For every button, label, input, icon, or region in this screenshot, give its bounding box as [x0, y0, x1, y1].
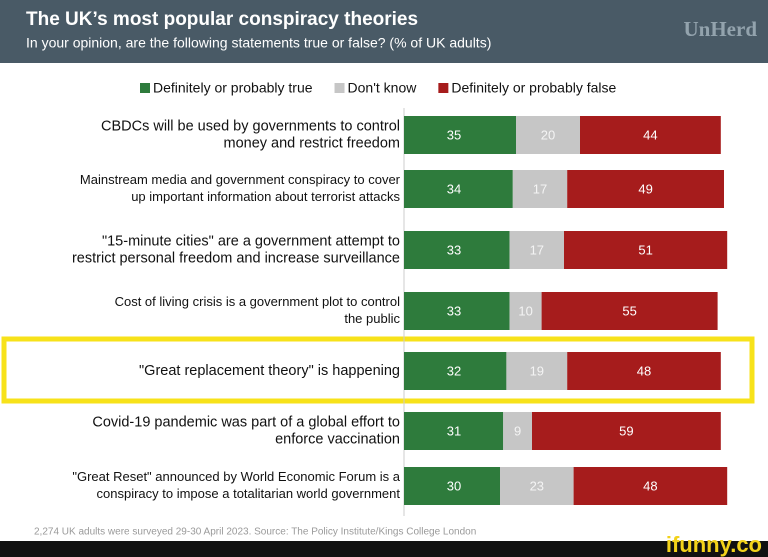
value-label: 33	[447, 303, 461, 318]
bar-segment	[532, 412, 721, 450]
value-label: 34	[447, 181, 461, 196]
bar-segment	[404, 412, 504, 450]
bar-segment	[516, 116, 580, 154]
bar-segment	[404, 116, 516, 154]
value-label: 51	[638, 242, 652, 257]
value-label: 17	[530, 242, 544, 257]
bar-segment	[580, 116, 721, 154]
category-label: Covid-19 pandemic was part of a global e…	[92, 414, 400, 430]
value-label: 20	[541, 127, 555, 142]
value-label: 49	[638, 181, 652, 196]
legend-swatch	[140, 83, 150, 93]
bar-segment	[567, 352, 721, 390]
legend-swatch	[438, 83, 449, 93]
category-label: money and restrict freedom	[224, 135, 401, 151]
value-label: 32	[447, 363, 461, 378]
category-label: "15-minute cities" are a government atte…	[102, 233, 400, 249]
bar-segment	[404, 292, 510, 330]
bar-segment	[404, 170, 513, 208]
legend-label: Don't know	[348, 80, 418, 96]
highlight-box	[1, 336, 755, 404]
value-label: 31	[447, 423, 461, 438]
value-label: 59	[619, 423, 633, 438]
category-label: "Great Reset" announced by World Economi…	[72, 469, 400, 484]
source-note: 2,274 UK adults were surveyed 29-30 Apri…	[34, 527, 476, 538]
value-label: 35	[447, 127, 461, 142]
category-label: enforce vaccination	[275, 431, 400, 447]
header-band	[0, 0, 768, 63]
bar-segment	[509, 292, 542, 330]
value-label: 19	[530, 363, 544, 378]
category-label: conspiracy to impose a totalitarian worl…	[97, 486, 401, 501]
chart-title: The UK’s most popular conspiracy theorie…	[26, 9, 418, 30]
chart-subtitle: In your opinion, are the following state…	[26, 35, 491, 51]
category-label: CBDCs will be used by governments to con…	[101, 118, 400, 134]
legend-label: Definitely or probably false	[451, 80, 616, 96]
category-label: Cost of living crisis is a government pl…	[115, 294, 401, 309]
value-label: 10	[518, 303, 532, 318]
legend-swatch	[334, 83, 345, 93]
bar-segment	[564, 231, 728, 269]
value-label: 48	[637, 363, 651, 378]
bar-segment	[509, 231, 564, 269]
value-label: 23	[530, 478, 544, 493]
category-label: Mainstream media and government conspira…	[80, 172, 401, 187]
watermark-band	[0, 541, 768, 557]
value-label: 9	[514, 423, 521, 438]
category-label: "Great replacement theory" is happening	[139, 363, 400, 379]
category-label: restrict personal freedom and increase s…	[72, 250, 400, 266]
bar-segment	[500, 467, 574, 505]
value-label: 48	[643, 478, 657, 493]
bar-segment	[404, 467, 500, 505]
bar-segment	[512, 170, 568, 208]
bar-segment	[573, 467, 728, 505]
bar-segment	[541, 292, 718, 330]
brand-logo: UnHerd	[684, 17, 758, 41]
bar-segment	[503, 412, 532, 450]
category-label: the public	[344, 311, 400, 326]
bar-segment	[567, 170, 724, 208]
value-label: 44	[643, 127, 657, 142]
watermark: ifunny.co	[666, 532, 762, 557]
bar-segment	[404, 231, 510, 269]
value-label: 55	[622, 303, 636, 318]
category-label: up important information about terrorist…	[131, 189, 400, 204]
value-label: 33	[447, 242, 461, 257]
bar-segment	[506, 352, 568, 390]
bar-segment	[404, 352, 507, 390]
value-label: 30	[447, 478, 461, 493]
value-label: 17	[533, 181, 547, 196]
legend-label: Definitely or probably true	[153, 80, 313, 96]
